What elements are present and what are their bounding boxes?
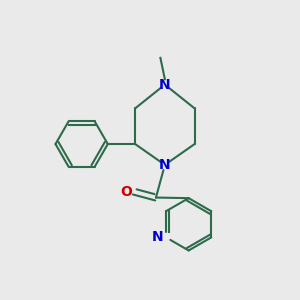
Text: N: N: [159, 78, 171, 92]
Text: N: N: [159, 158, 171, 172]
Text: O: O: [120, 184, 132, 199]
Text: N: N: [152, 230, 163, 244]
